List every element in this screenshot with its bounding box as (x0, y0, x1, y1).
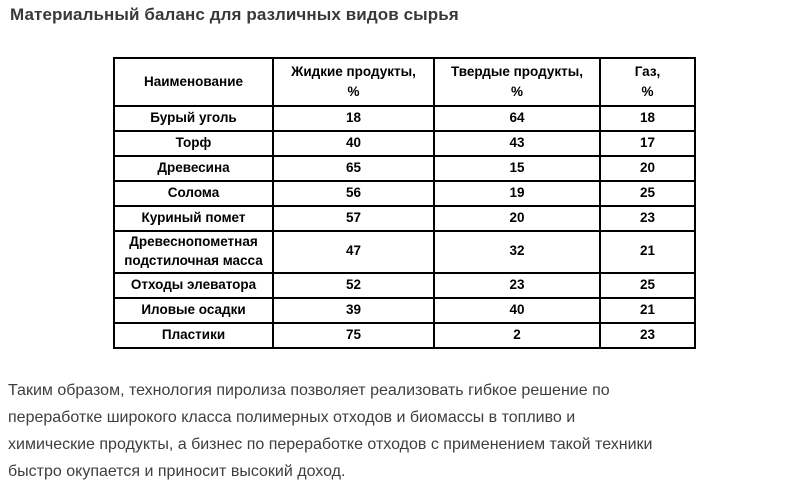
table-row: Торф 40 43 17 (113, 130, 696, 157)
table-row: Древесина 65 15 20 (113, 155, 696, 182)
material-name-cell: Куриный помет (113, 205, 274, 232)
value-cell: 23 (433, 271, 601, 299)
value-cell: 75 (272, 321, 435, 349)
material-name-cell: Иловые осадки (113, 296, 274, 324)
value-cell: 18 (272, 105, 435, 132)
value-cell: 20 (599, 155, 696, 182)
value-cell: 21 (599, 230, 696, 274)
value-cell: 25 (599, 180, 696, 207)
value-cell: 2 (433, 321, 601, 349)
table-row: Отходы элеватора 52 23 25 (113, 271, 696, 299)
table-row: Куриный помет 57 20 23 (113, 205, 696, 232)
material-name-cell: Древеснопометная подстилочная масса (113, 230, 274, 274)
material-name-cell: Отходы элеватора (113, 271, 274, 299)
material-name-cell: Солома (113, 180, 274, 207)
table-row: Бурый уголь 18 64 18 (113, 105, 696, 132)
value-cell: 39 (272, 296, 435, 324)
value-cell: 64 (433, 105, 601, 132)
value-cell: 17 (599, 130, 696, 157)
value-cell: 15 (433, 155, 601, 182)
material-name-cell: Древесина (113, 155, 274, 182)
value-cell: 43 (433, 130, 601, 157)
value-cell: 47 (272, 230, 435, 274)
table-body: Бурый уголь 18 64 18 Торф 40 43 17 Древесина 65 15… (113, 105, 696, 349)
value-cell: 32 (433, 230, 601, 274)
value-cell: 18 (599, 105, 696, 132)
table-header-row: Наименование Жидкие продукты, % Твердые … (113, 57, 696, 107)
value-cell: 40 (433, 296, 601, 324)
value-cell: 25 (599, 271, 696, 299)
column-header-gas: Газ, % (599, 57, 696, 107)
value-cell: 56 (272, 180, 435, 207)
table-row: Солома 56 19 25 (113, 180, 696, 207)
body-paragraph: Таким образом, технология пиролиза позво… (8, 382, 653, 480)
value-cell: 23 (599, 205, 696, 232)
material-name-cell: Торф (113, 130, 274, 157)
table-row: Древеснопометная подстилочная масса 47 32 2… (113, 230, 696, 274)
value-cell: 21 (599, 296, 696, 324)
value-cell: 52 (272, 271, 435, 299)
page-title: Материальный баланс для различных видов … (10, 5, 459, 24)
value-cell: 20 (433, 205, 601, 232)
material-balance-table: Наименование Жидкие продукты, % Твердые … (113, 57, 696, 349)
value-cell: 19 (433, 180, 601, 207)
value-cell: 65 (272, 155, 435, 182)
column-header-name: Наименование (113, 57, 274, 107)
value-cell: 57 (272, 205, 435, 232)
value-cell: 23 (599, 321, 696, 349)
column-header-liquid-products: Жидкие продукты, % (272, 57, 435, 107)
table-row: Иловые осадки 39 40 21 (113, 296, 696, 324)
table-row: Пластики 75 2 23 (113, 321, 696, 349)
material-name-cell: Пластики (113, 321, 274, 349)
table-header: Наименование Жидкие продукты, % Твердые … (113, 57, 696, 107)
value-cell: 40 (272, 130, 435, 157)
column-header-solid-products: Твердые продукты, % (433, 57, 601, 107)
material-name-cell: Бурый уголь (113, 105, 274, 132)
